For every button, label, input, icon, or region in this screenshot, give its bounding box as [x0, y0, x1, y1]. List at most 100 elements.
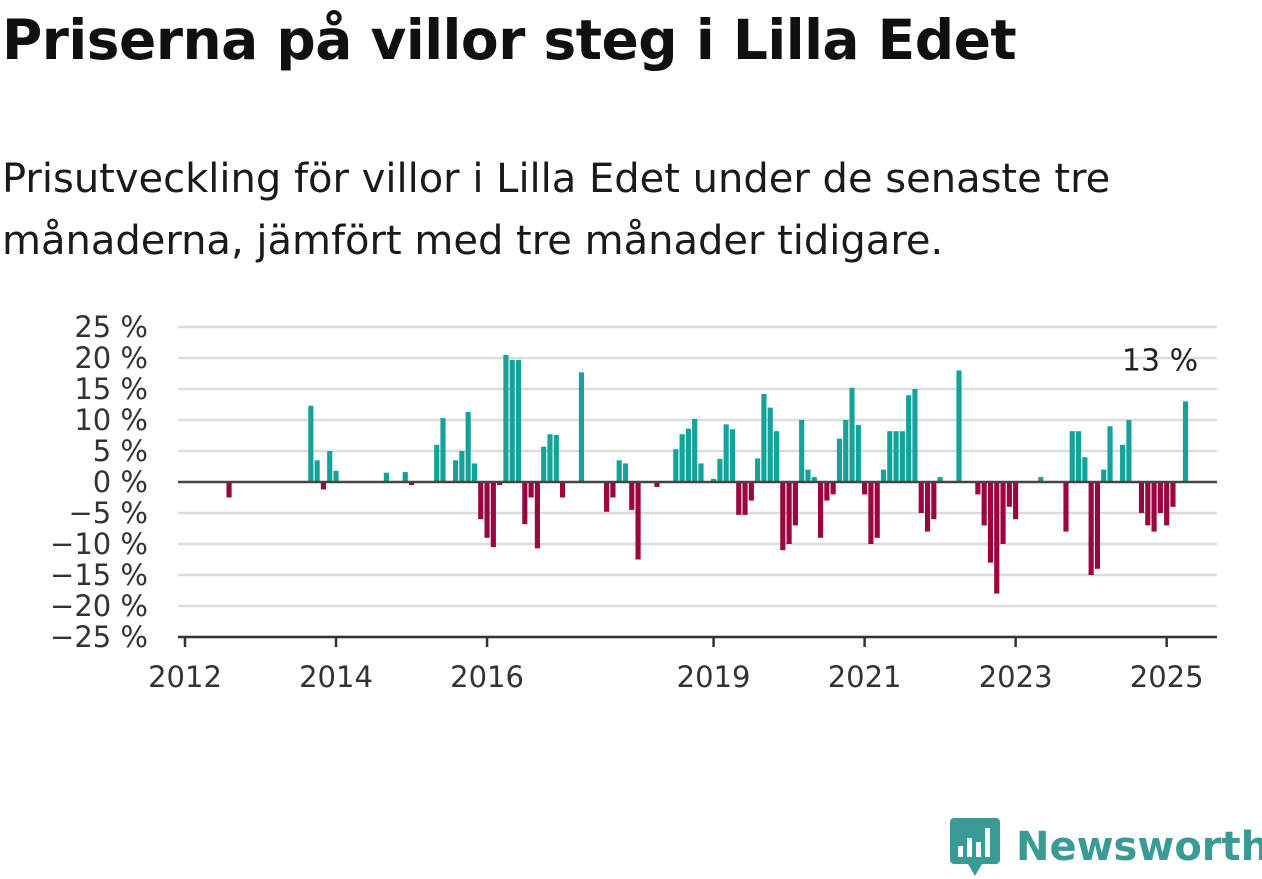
- bar: [799, 420, 805, 482]
- brand-name: Newsworthy: [1016, 824, 1262, 870]
- bar: [578, 372, 585, 482]
- bar: [333, 470, 339, 482]
- bar: [874, 482, 880, 538]
- bar-chart: 25 %20 %15 %10 %5 %0 %−5 %−10 %−15 %−20 …: [50, 310, 1217, 694]
- bar: [1157, 482, 1163, 513]
- y-tick-label: −5 %: [68, 496, 148, 530]
- bar: [685, 428, 691, 482]
- bar: [528, 482, 534, 498]
- bar: [383, 472, 389, 482]
- last-value-label: 13 %: [1122, 343, 1198, 378]
- bar: [1094, 482, 1101, 569]
- bar: [1075, 431, 1082, 482]
- bar: [1038, 477, 1044, 482]
- bar: [792, 482, 798, 526]
- bar: [692, 418, 698, 482]
- bar: [503, 354, 509, 482]
- bar: [1013, 482, 1019, 520]
- bar: [1107, 426, 1113, 482]
- bar: [811, 477, 817, 482]
- y-tick-label: −10 %: [50, 527, 148, 561]
- bar: [1126, 420, 1132, 482]
- y-tick-label: 10 %: [74, 403, 148, 437]
- bar: [843, 420, 849, 482]
- bar: [849, 387, 855, 482]
- bar: [629, 482, 635, 510]
- bar: [453, 460, 459, 482]
- bar: [1182, 401, 1189, 482]
- bar: [1000, 482, 1006, 544]
- bar: [975, 482, 981, 495]
- bar: [836, 438, 843, 482]
- bar: [1151, 482, 1157, 532]
- bar: [604, 482, 610, 512]
- x-tick-label: 2014: [299, 660, 373, 694]
- bar: [1069, 431, 1075, 482]
- bar: [402, 472, 408, 482]
- bar: [717, 459, 723, 482]
- bar: [440, 418, 446, 482]
- bar: [742, 482, 748, 515]
- bar: [308, 405, 314, 482]
- bar: [408, 482, 415, 486]
- x-tick-label: 2012: [148, 660, 222, 694]
- bar: [912, 389, 918, 482]
- bar: [1164, 482, 1170, 526]
- bar: [761, 393, 767, 482]
- bar: [1082, 457, 1088, 482]
- bar: [478, 482, 484, 520]
- bar: [459, 451, 465, 482]
- bar: [767, 407, 773, 482]
- bar: [679, 434, 685, 482]
- bar: [736, 482, 742, 515]
- bar: [541, 446, 547, 482]
- y-tick-label: 0 %: [93, 465, 148, 499]
- bar: [937, 477, 943, 482]
- y-tick-label: 25 %: [74, 310, 148, 344]
- bar: [1120, 444, 1126, 482]
- y-tick-label: −15 %: [50, 558, 148, 592]
- bar: [522, 482, 528, 525]
- bar: [1088, 482, 1094, 575]
- bar: [1063, 482, 1069, 532]
- x-tick-label: 2025: [1130, 660, 1204, 694]
- y-tick-label: 5 %: [93, 434, 148, 468]
- x-tick-label: 2019: [677, 660, 751, 694]
- bar: [465, 411, 471, 482]
- bar: [918, 482, 924, 513]
- bar: [711, 478, 717, 482]
- bar: [635, 482, 641, 560]
- bar: [1170, 482, 1176, 507]
- y-tick-label: −25 %: [50, 620, 148, 654]
- bar: [748, 482, 754, 501]
- bar: [471, 463, 478, 482]
- bar: [994, 482, 1000, 594]
- bar: [534, 482, 540, 549]
- bar: [773, 431, 780, 482]
- bar: [1006, 482, 1012, 507]
- bar: [899, 431, 905, 482]
- bar: [327, 451, 333, 482]
- chart-subtitle: Prisutveckling för villor i Lilla Edet u…: [2, 156, 1111, 264]
- bar: [723, 424, 729, 482]
- bar: [817, 482, 824, 538]
- newsworthy-brand[interactable]: Newsworthy: [950, 818, 1262, 876]
- bar: [887, 431, 893, 482]
- bar: [906, 395, 912, 482]
- bar: [559, 482, 566, 498]
- x-tick-label: 2016: [450, 660, 524, 694]
- bar: [880, 469, 887, 482]
- bar: [924, 482, 931, 532]
- bar: [1145, 482, 1151, 526]
- bar: [956, 370, 962, 482]
- bar: [893, 431, 899, 482]
- bar: [320, 482, 327, 490]
- bar: [314, 460, 320, 482]
- bar: [490, 482, 496, 548]
- bar: [824, 482, 830, 501]
- bar: [226, 482, 232, 498]
- bar: [981, 482, 987, 526]
- y-tick-label: 15 %: [74, 372, 148, 406]
- chart-title: Priserna på villor steg i Lilla Edet: [2, 8, 1017, 72]
- bar: [553, 434, 559, 482]
